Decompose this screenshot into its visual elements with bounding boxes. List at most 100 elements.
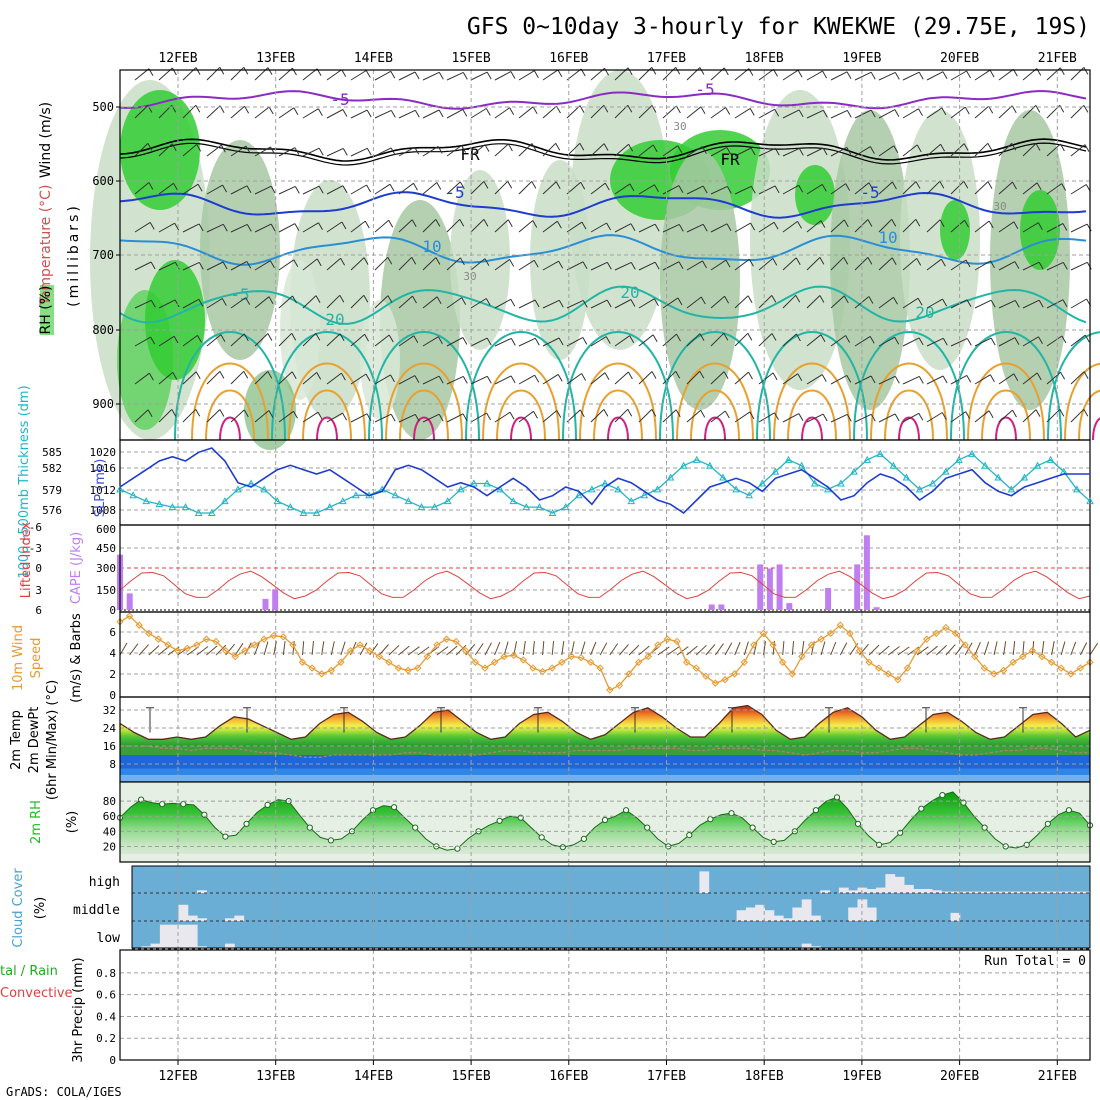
wind-barb-flag — [1011, 143, 1017, 151]
contour-label: -5 — [230, 285, 249, 304]
wind-barb-flag — [365, 70, 371, 78]
wind-barb-flag — [173, 183, 178, 191]
wind-barb-flag — [867, 219, 873, 227]
wind10-marker — [327, 666, 335, 675]
wind-barb — [1046, 408, 1061, 423]
wind-barb-flag — [726, 147, 732, 155]
wind-barb — [734, 222, 751, 233]
wind10-barb — [887, 646, 900, 656]
wind-barb-flag — [1083, 409, 1089, 417]
wind-barb-flag — [532, 220, 538, 228]
wind-barb-flag — [627, 371, 633, 380]
wind10-barb — [446, 645, 458, 656]
wind-barb — [1022, 182, 1038, 195]
wind-barb — [254, 146, 271, 157]
wind-barb-flag — [652, 144, 658, 153]
wind-barb-flag — [677, 145, 683, 153]
wind-barb-flag — [438, 72, 444, 80]
wind10-marker — [462, 647, 470, 655]
slp-tick: 1020 — [90, 446, 117, 459]
wind-barb — [182, 298, 200, 309]
wind-barb-flag — [699, 371, 705, 379]
wind-barb-flag — [675, 371, 681, 379]
wind-barb-flag — [534, 299, 540, 308]
wind-barb-flag — [341, 69, 347, 77]
wind-barb — [614, 408, 629, 423]
wind-barb — [518, 374, 535, 385]
thickness-marker — [168, 503, 177, 511]
contour-label: -5 — [695, 80, 714, 99]
cape-tick: 600 — [96, 523, 116, 536]
wind-barb — [206, 184, 223, 195]
wind-barb-flag — [366, 184, 372, 193]
wind-barb-flag — [366, 148, 372, 156]
rh-shading — [830, 110, 910, 410]
wind-barb — [470, 375, 488, 385]
wind-barb-flag — [195, 67, 201, 75]
wind10-marker — [615, 681, 624, 690]
wind-barb-flag — [918, 413, 924, 421]
wind10-tick: 6 — [109, 626, 116, 639]
date-label-bottom: 20FEB — [940, 1069, 979, 1084]
contour-warm-lobe — [690, 389, 740, 441]
wind-barb — [542, 337, 560, 347]
wind10-barb — [570, 641, 575, 656]
cape-bar — [708, 604, 715, 610]
wind-barb-flag — [940, 258, 946, 267]
wind10-barb — [119, 642, 128, 656]
wind-barb — [398, 146, 415, 157]
wind-barb-flag — [315, 295, 321, 303]
wind-barb — [350, 147, 368, 157]
thickness-marker — [653, 485, 662, 493]
wind-barb — [422, 336, 439, 347]
cloud-bar-middle — [745, 907, 756, 921]
cloud-bar-high — [931, 890, 942, 893]
wind-barb — [710, 410, 726, 423]
rh2m-marker — [601, 816, 609, 824]
wind-barb — [686, 146, 703, 157]
wind-barb — [590, 336, 607, 347]
wind-barb — [566, 409, 581, 423]
wind10-marker — [721, 675, 729, 684]
wind-barb-flag — [484, 144, 490, 152]
wind-barb — [950, 143, 965, 157]
wind-barb-flag — [462, 413, 468, 422]
wind10-barb — [868, 644, 880, 656]
wind-barb — [878, 336, 895, 347]
wind-barb-flag — [604, 372, 610, 380]
wind-barb-flag — [509, 259, 515, 267]
wind-barb — [350, 413, 368, 423]
wind10-barb — [321, 641, 325, 656]
rh2m-marker — [306, 824, 313, 831]
wind-barb — [1022, 409, 1037, 423]
wind-barb-flag — [774, 148, 780, 156]
wind-barb — [878, 413, 896, 423]
wind-barb — [422, 257, 437, 271]
wind-barb — [278, 185, 296, 195]
wind-barb — [974, 181, 989, 195]
wind-barb — [998, 261, 1016, 271]
cloud-bar-high — [997, 891, 1007, 893]
wind10-barb — [580, 641, 586, 656]
thickness-marker — [889, 461, 898, 469]
wind-barb — [902, 181, 917, 195]
cloud-bar-high — [876, 887, 886, 893]
wind-barb — [446, 71, 464, 81]
wind10-marker — [903, 664, 912, 672]
wind-barb — [494, 107, 510, 119]
wind-barb — [278, 410, 294, 423]
wind-barb-flag — [557, 69, 563, 78]
wind10-marker — [778, 658, 787, 666]
wind-barb — [710, 185, 728, 195]
wind-barb — [854, 375, 872, 385]
rh2m-marker — [159, 801, 166, 808]
wind-barb-flag — [438, 375, 444, 384]
rh2m-marker — [538, 834, 545, 841]
cloud-bg — [132, 866, 1090, 948]
wind-barb-flag — [990, 260, 995, 269]
wind-barb — [926, 258, 942, 271]
wind-barb — [158, 261, 176, 271]
wind-barb — [206, 144, 222, 157]
wind-barb — [326, 69, 342, 81]
cape-bar — [272, 589, 279, 611]
